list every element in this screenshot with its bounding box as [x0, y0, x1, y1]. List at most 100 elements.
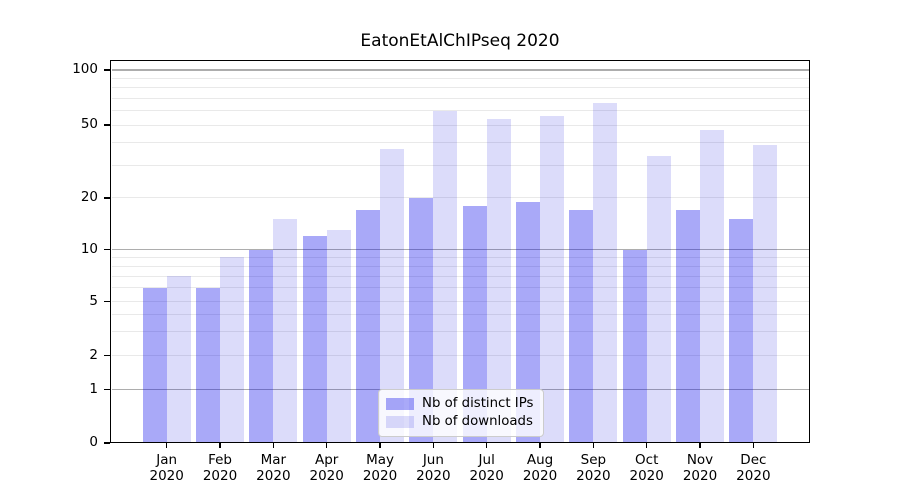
x-tick-label-line: 2020	[736, 468, 771, 484]
x-tick-label-line: Sep	[580, 452, 607, 468]
gridline-minor-40	[111, 142, 809, 144]
bar-downloads-jul-2020	[486, 119, 511, 443]
y-tick-label-10: 10	[80, 240, 98, 257]
x-tick-jul-2020	[485, 443, 488, 448]
gridline-minor-6	[111, 287, 809, 289]
gridline-minor-7	[111, 275, 809, 277]
bar-distinct-ips-nov-2020	[676, 209, 701, 443]
x-tick-label-line: Oct	[635, 452, 659, 468]
x-tick-label-line: 2020	[629, 468, 664, 484]
x-tick-label-line: Dec	[740, 452, 767, 468]
y-tick-20	[104, 197, 110, 199]
x-tick-label-line: Mar	[260, 452, 287, 468]
gridline-minor-3	[111, 331, 809, 333]
gridline-minor-20	[111, 197, 809, 199]
gridline-minor-30	[111, 165, 809, 167]
x-tick-label-line: 2020	[522, 468, 558, 484]
bar-distinct-ips-dec-2020	[729, 219, 754, 443]
y-tick-label-20: 20	[80, 189, 98, 206]
y-tick-label-100: 100	[72, 61, 98, 78]
y-tick-5	[104, 300, 110, 302]
gridline-minor-80	[111, 87, 809, 89]
y-tick-100	[104, 69, 110, 71]
x-tick-label-sep-2020: Sep 2020	[563, 452, 623, 484]
bar-downloads-apr-2020	[326, 229, 351, 443]
bar-distinct-ips-apr-2020	[302, 235, 327, 443]
legend-item-downloads: Nb of downloads	[386, 415, 536, 429]
legend-label-distinct-ips: Nb of distinct IPs	[422, 396, 534, 411]
x-tick-label-jun-2020: Jun 2020	[403, 452, 463, 484]
x-tick-oct-2020	[645, 443, 648, 448]
y-tick-label-5: 5	[89, 292, 98, 309]
bar-distinct-ips-sep-2020	[569, 209, 594, 443]
bar-downloads-jun-2020	[433, 110, 458, 443]
x-tick-label-line: Feb	[208, 452, 232, 468]
y-tick-50	[104, 124, 110, 126]
bar-downloads-oct-2020	[646, 155, 671, 443]
x-tick-label-line: 2020	[362, 468, 398, 484]
y-tick-1	[104, 388, 110, 391]
x-tick-apr-2020	[325, 443, 328, 448]
x-tick-dec-2020	[752, 443, 755, 448]
gridline-minor-90	[111, 77, 809, 79]
bar-downloads-aug-2020	[540, 116, 565, 443]
legend-label-downloads: Nb of downloads	[422, 414, 533, 429]
gridline-minor-50	[111, 124, 809, 126]
x-tick-may-2020	[379, 443, 381, 448]
x-tick-feb-2020	[219, 443, 221, 448]
y-tick-2	[104, 354, 110, 357]
gridline-minor-8	[111, 265, 809, 267]
x-tick-label-line: 2020	[469, 468, 504, 484]
gridline-minor-9	[111, 256, 809, 258]
x-tick-label-line: May	[366, 452, 394, 468]
gridline-minor-60	[111, 110, 809, 112]
bar-downloads-dec-2020	[753, 144, 778, 443]
chart-title: EatonEtAlChIPseq 2020	[360, 31, 560, 51]
x-tick-label-dec-2020: Dec 2020	[723, 452, 783, 484]
x-tick-label-aug-2020: Aug 2020	[510, 452, 570, 484]
x-tick-label-nov-2020: Nov 2020	[670, 452, 730, 484]
bar-downloads-jan-2020	[166, 276, 191, 443]
bar-distinct-ips-mar-2020	[249, 249, 274, 443]
legend-swatch-downloads	[386, 416, 414, 428]
x-tick-label-line: 2020	[149, 468, 184, 484]
gridline-major-100	[111, 69, 809, 71]
x-tick-label-line: Jul	[478, 452, 495, 468]
y-tick-label-0: 0	[89, 434, 98, 451]
bar-distinct-ips-oct-2020	[622, 249, 647, 443]
gridline-minor-2	[111, 355, 809, 357]
y-tick-label-1: 1	[89, 380, 98, 397]
gridline-minor-70	[111, 97, 809, 99]
x-tick-jan-2020	[165, 443, 168, 448]
x-tick-label-jan-2020: Jan 2020	[137, 452, 197, 484]
x-tick-label-line: 2020	[256, 468, 291, 484]
bar-downloads-nov-2020	[700, 130, 725, 443]
x-tick-label-line: 2020	[416, 468, 451, 484]
legend-item-distinct-ips: Nb of distinct IPs	[386, 397, 536, 411]
bar-downloads-feb-2020	[220, 257, 245, 443]
x-tick-label-line: Nov	[686, 452, 714, 468]
legend-swatch-distinct-ips	[386, 398, 414, 410]
x-tick-label-jul-2020: Jul 2020	[457, 452, 517, 484]
x-tick-aug-2020	[539, 443, 541, 448]
x-tick-label-line: Jun	[422, 452, 444, 468]
x-tick-label-line: Apr	[315, 452, 339, 468]
x-tick-label-mar-2020: Mar 2020	[243, 452, 303, 484]
bar-distinct-ips-may-2020	[356, 209, 381, 443]
x-tick-mar-2020	[272, 443, 275, 448]
y-tick-label-2: 2	[89, 346, 98, 363]
x-tick-label-apr-2020: Apr 2020	[297, 452, 357, 484]
x-tick-label-may-2020: May 2020	[350, 452, 410, 484]
gridline-minor-5	[111, 300, 809, 302]
x-tick-label-oct-2020: Oct 2020	[617, 452, 677, 484]
gridline-major-10	[111, 248, 809, 251]
x-tick-label-line: 2020	[309, 468, 344, 484]
y-tick-label-50: 50	[80, 116, 98, 133]
gridline-minor-4	[111, 313, 809, 315]
x-tick-label-line: 2020	[202, 468, 238, 484]
bar-distinct-ips-jan-2020	[142, 287, 167, 443]
x-tick-jun-2020	[432, 443, 435, 448]
bar-downloads-mar-2020	[273, 219, 298, 443]
bar-distinct-ips-feb-2020	[196, 287, 221, 443]
